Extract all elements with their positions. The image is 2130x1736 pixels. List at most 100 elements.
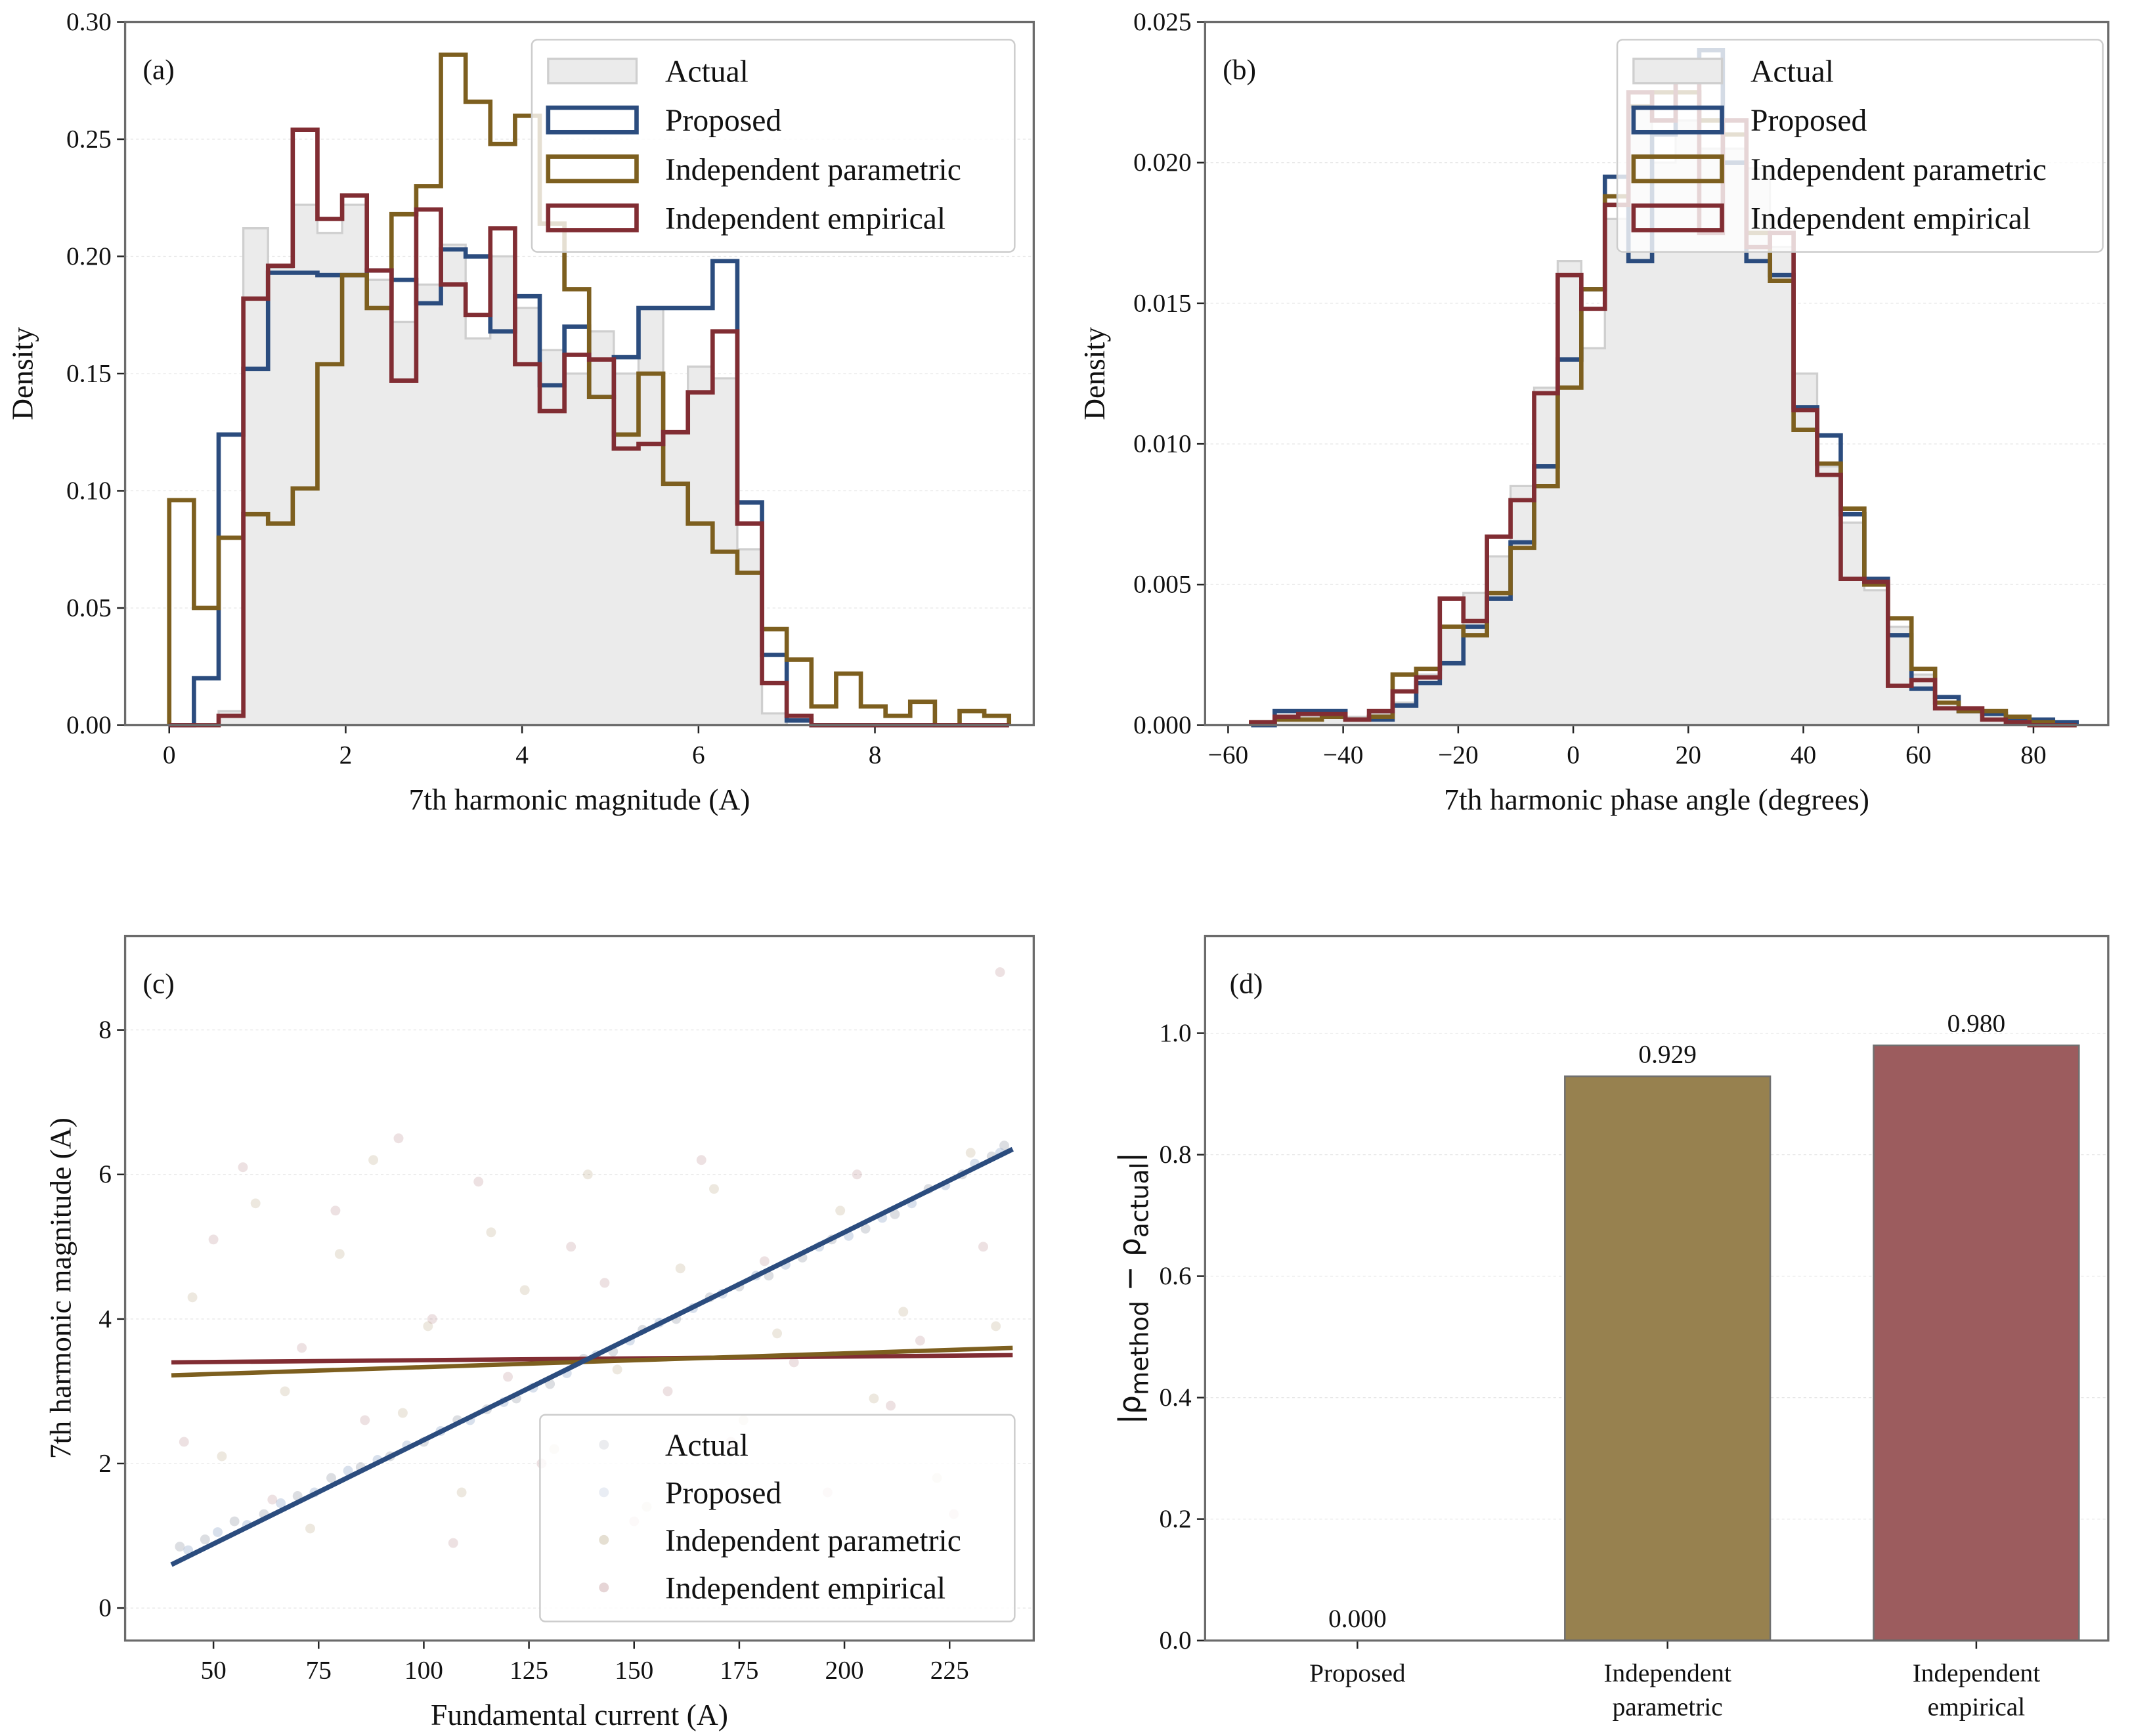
legend-label: Independent empirical — [1750, 202, 2031, 236]
scatter-point — [886, 1400, 896, 1411]
scatter-point — [305, 1523, 315, 1534]
scatter-point — [217, 1451, 227, 1462]
scatter-point — [612, 1364, 622, 1375]
scatter-point — [238, 1162, 248, 1173]
scatter-point — [582, 1169, 593, 1180]
scatter-point — [519, 1285, 530, 1295]
legend-box — [539, 1414, 1016, 1622]
y-tick-label: 0.8 — [1159, 1140, 1191, 1169]
y-tick-label: 6 — [98, 1160, 112, 1188]
scatter-point — [473, 1177, 484, 1187]
y-tick-label: 0 — [98, 1594, 112, 1622]
scatter-point — [869, 1393, 879, 1404]
scatter-point — [360, 1415, 370, 1425]
panel-label: (c) — [143, 968, 175, 1000]
legend-label: Proposed — [665, 1476, 781, 1510]
x-tick-label: 175 — [720, 1656, 758, 1685]
scatter-point — [991, 1321, 1001, 1332]
legend-marker — [599, 1534, 609, 1545]
scatter-point — [999, 1140, 1009, 1151]
scatter-point — [187, 1292, 198, 1303]
bar-value-label: 0.980 — [1947, 1009, 2006, 1037]
legend-marker — [599, 1582, 609, 1593]
x-tick-label: −60 — [1208, 740, 1249, 769]
x-tick-label: 225 — [930, 1656, 969, 1685]
legend-label: Actual — [1750, 55, 1834, 89]
legend-marker — [599, 1487, 609, 1498]
scatter-point — [250, 1198, 261, 1209]
bar-value-label: 0.000 — [1328, 1604, 1387, 1633]
y-tick-label: 0.10 — [66, 476, 112, 505]
scatter-point — [663, 1386, 673, 1397]
bar-1 — [1564, 1075, 1771, 1641]
axes-frame — [123, 20, 1035, 727]
panel-c-scatter: 0 2 4 6 8 50 75 100 125 150 175 200 225 Fundamental c… — [44, 934, 1035, 1731]
scatter-point — [860, 1223, 871, 1234]
y-tick-label: 0.020 — [1133, 148, 1192, 177]
scatter-point — [397, 1408, 408, 1418]
legend-box — [1616, 39, 2104, 253]
scatter-point — [759, 1256, 770, 1267]
legend-label: Independent parametric — [665, 1524, 961, 1558]
fit-line-independent-parametric — [171, 1345, 1013, 1378]
scatter-point — [898, 1307, 909, 1317]
x-tick-label: 60 — [1905, 740, 1931, 769]
x-tick-label: 50 — [200, 1656, 226, 1685]
legend-marker — [599, 1439, 609, 1450]
x-tick-label: empirical — [1928, 1693, 2026, 1722]
scatter-point — [326, 1473, 336, 1483]
scatter-point — [427, 1314, 437, 1324]
y-axis-label-part: |ρ — [1112, 1395, 1148, 1424]
y-tick-label: 0.000 — [1133, 710, 1192, 739]
legend: Actual Proposed Independent parametric Inde… — [1616, 39, 2104, 253]
x-axis-label: 7th harmonic phase angle (degrees) — [1444, 783, 1869, 816]
x-tick-label: −20 — [1438, 740, 1479, 769]
x-tick-label: 80 — [2020, 740, 2046, 769]
y-tick-label: 0.05 — [66, 593, 112, 622]
x-tick-label: 150 — [615, 1656, 653, 1685]
x-tick-label: −40 — [1323, 740, 1364, 769]
y-tick-label: 4 — [98, 1304, 112, 1333]
legend-swatch — [546, 203, 639, 232]
scatter-point — [423, 1321, 433, 1332]
x-tick-label: 6 — [692, 740, 705, 769]
y-axis-label-part: method — [1125, 1301, 1154, 1395]
scatter-point — [276, 1498, 286, 1508]
y-tick-label: 0.30 — [66, 7, 112, 36]
y-tick-label: 1.0 — [1159, 1018, 1191, 1047]
scatter-point — [456, 1487, 467, 1498]
scatter-point — [334, 1249, 345, 1259]
panel-label: (a) — [143, 54, 175, 86]
legend: Actual Proposed Independent parametric Inde… — [531, 39, 1016, 253]
y-tick-label: 0.010 — [1133, 429, 1192, 458]
y-axis-label-part: − ρ — [1112, 1238, 1147, 1301]
x-tick-label: 75 — [306, 1656, 332, 1685]
y-axis-label: Density — [1077, 327, 1111, 420]
scatter-point — [179, 1437, 189, 1447]
legend-swatch — [1631, 203, 1724, 232]
y-axis-label-part: actual — [1125, 1162, 1154, 1238]
x-tick-label: 2 — [339, 740, 353, 769]
scatter-point — [448, 1538, 458, 1548]
legend-label: Actual — [665, 55, 749, 89]
x-tick-label: Proposed — [1309, 1659, 1406, 1687]
scatter-point — [675, 1263, 685, 1274]
y-tick-label: 0.00 — [66, 710, 112, 739]
scatter-point — [208, 1234, 219, 1245]
fit-line-actual — [170, 1146, 1014, 1567]
scatter-point — [393, 1133, 404, 1144]
scatter-point — [330, 1205, 341, 1216]
legend-label: Proposed — [1750, 104, 1867, 138]
legend-label: Independent parametric — [1750, 153, 2047, 187]
scatter-point — [267, 1494, 278, 1505]
scatter-point — [566, 1242, 576, 1252]
y-tick-label: 2 — [98, 1448, 112, 1477]
legend-swatch-actual — [1632, 57, 1724, 85]
bar-2 — [1873, 1044, 2080, 1641]
y-axis-label: |ρmethod − ρactual| — [1112, 1152, 1154, 1424]
scatter-point — [835, 1205, 846, 1216]
x-tick-label: Independent — [1603, 1659, 1731, 1687]
scatter-point — [709, 1184, 719, 1194]
legend-label: Actual — [665, 1429, 749, 1463]
scatter-point — [297, 1343, 307, 1353]
